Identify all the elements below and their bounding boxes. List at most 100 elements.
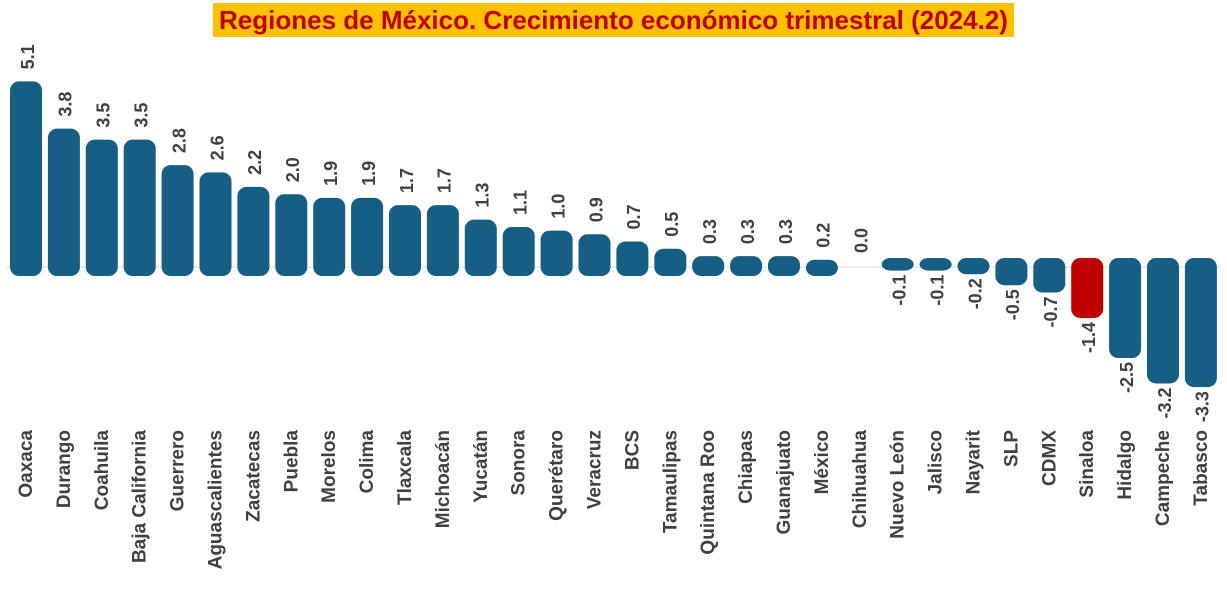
- value-label: 0.3: [738, 219, 758, 244]
- bar-morelos: [313, 197, 346, 276]
- bar-méxico: [805, 259, 838, 276]
- category-label: Colima: [357, 430, 378, 494]
- chart-title: Regiones de México. Crecimiento económic…: [213, 3, 1014, 37]
- bar-cdmx: [1033, 258, 1066, 293]
- category-label: Quintana Roo: [698, 430, 719, 555]
- bar-zacatecas: [237, 186, 270, 276]
- value-label: -0.1: [927, 275, 947, 306]
- value-label: -0.2: [965, 278, 985, 309]
- category-label: Nayarit: [964, 429, 985, 494]
- bar-querétaro: [540, 230, 573, 276]
- category-label: Aguascalientes: [206, 430, 227, 569]
- category-label: Morelos: [319, 430, 340, 503]
- value-label: 2.2: [245, 150, 265, 175]
- bar-guanajuato: [768, 256, 800, 276]
- bar-campeche: [1147, 258, 1179, 384]
- value-label: 2.8: [169, 128, 189, 153]
- bar-quintana-roo: [692, 256, 725, 276]
- category-label: Tabasco: [1191, 430, 1212, 506]
- bar-michoacán: [426, 205, 459, 276]
- category-label: CDMX: [1039, 430, 1060, 486]
- value-label: 1.0: [548, 194, 568, 219]
- bar-nayarit: [957, 258, 990, 275]
- value-label: 0.3: [700, 219, 720, 244]
- bar-aguascalientes: [199, 172, 232, 276]
- category-label: Jalisco: [926, 430, 947, 494]
- category-label: Guerrero: [168, 430, 189, 511]
- category-label: Chihuahua: [850, 430, 871, 529]
- bar-tlaxcala: [389, 205, 421, 276]
- value-label: 3.5: [94, 103, 114, 128]
- value-label: 2.0: [283, 157, 303, 182]
- category-labels-group: Oaxaca Durango Coahuila Baja California Guer…: [16, 429, 1212, 569]
- value-label: 1.7: [435, 168, 455, 193]
- bar-bcs: [616, 241, 649, 276]
- value-label: -1.4: [1079, 322, 1099, 353]
- bar-tamaulipas: [654, 248, 687, 276]
- bar-baja-california: [123, 139, 156, 276]
- value-label: 0.0: [852, 228, 872, 253]
- value-label: 0.7: [624, 204, 644, 229]
- value-label: 1.7: [397, 168, 417, 193]
- category-label: Coahuila: [92, 430, 113, 511]
- category-label: Tlaxcala: [395, 430, 416, 505]
- bar-nuevo-león: [881, 258, 914, 271]
- bar-guerrero: [161, 165, 194, 276]
- value-labels-group: 5.1 3.8 3.5 3.5 2.8 2.6 2.2 2.0 1.9 1.9 1.7 1.7 1.3 1…: [18, 44, 1213, 422]
- bar-chiapas: [730, 256, 763, 276]
- bar-sonora: [502, 226, 535, 276]
- value-label: 1.1: [510, 190, 530, 215]
- value-label: -2.5: [1117, 362, 1137, 393]
- bar-veracruz: [578, 234, 611, 276]
- bar-jalisco: [919, 258, 952, 271]
- category-label: México: [812, 430, 833, 494]
- category-label: Campeche: [1153, 430, 1174, 526]
- category-label: Oaxaca: [16, 430, 37, 498]
- bars-group: [10, 81, 1217, 388]
- category-label: Zacatecas: [243, 430, 264, 522]
- value-label: 0.5: [662, 212, 682, 237]
- category-label: Hidalgo: [1115, 430, 1136, 500]
- value-label: 1.3: [473, 183, 493, 208]
- category-label: Baja California: [130, 430, 151, 563]
- value-label: 0.2: [814, 223, 834, 248]
- value-label: 2.6: [207, 135, 227, 160]
- bar-oaxaca: [10, 81, 42, 276]
- value-label: 3.8: [56, 92, 76, 117]
- category-label: SLP: [1001, 430, 1022, 467]
- bar-tabasco: [1184, 258, 1217, 388]
- category-label: BCS: [622, 430, 643, 470]
- value-label: 1.9: [321, 161, 341, 186]
- value-label: 0.3: [776, 219, 796, 244]
- category-label: Sinaloa: [1077, 430, 1098, 498]
- category-label: Nuevo León: [888, 430, 909, 539]
- category-label: Tamaulipas: [660, 430, 681, 533]
- category-label: Guanajuato: [774, 430, 795, 535]
- value-label: -0.5: [1003, 289, 1023, 320]
- bar-durango: [47, 128, 80, 276]
- bar-sinaloa: [1071, 258, 1104, 318]
- category-label: Durango: [54, 430, 75, 508]
- category-label: Puebla: [281, 430, 302, 493]
- value-label: -3.2: [1155, 387, 1175, 418]
- value-label: 0.9: [586, 197, 606, 222]
- category-label: Veracruz: [585, 430, 606, 509]
- value-label: -0.7: [1041, 296, 1061, 327]
- bar-puebla: [275, 194, 308, 276]
- category-label: Michoacán: [433, 430, 454, 528]
- category-label: Chiapas: [736, 430, 757, 504]
- bar-colima: [351, 197, 384, 276]
- category-label: Yucatán: [471, 430, 492, 503]
- bar-coahuila: [85, 139, 118, 276]
- category-label: Querétaro: [547, 430, 568, 521]
- bar-hidalgo: [1109, 258, 1142, 358]
- value-label: 3.5: [131, 103, 151, 128]
- category-label: Sonora: [509, 430, 530, 496]
- value-label: -3.3: [1193, 391, 1213, 422]
- bar-slp: [995, 258, 1028, 286]
- value-label: 5.1: [18, 44, 38, 69]
- value-label: 1.9: [359, 161, 379, 186]
- bar-yucatán: [464, 219, 497, 276]
- title-container: Regiones de México. Crecimiento económic…: [0, 3, 1227, 37]
